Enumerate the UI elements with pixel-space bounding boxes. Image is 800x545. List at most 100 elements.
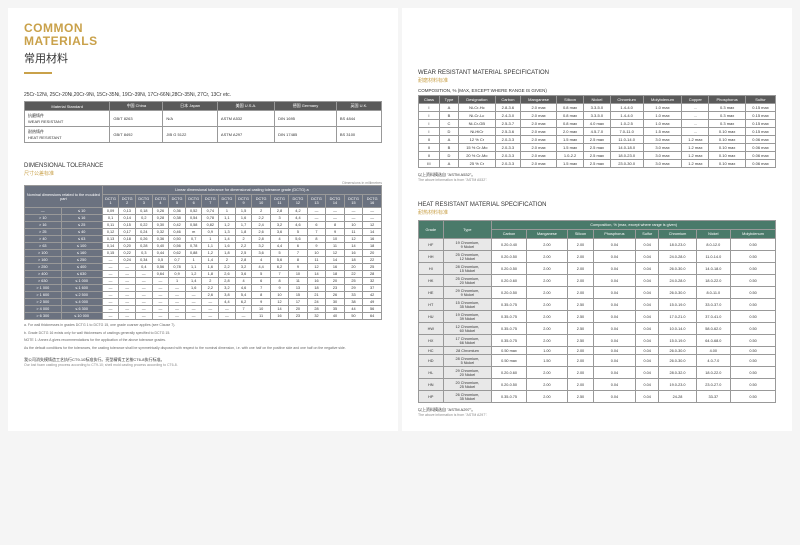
wear-cell: D [439,152,458,160]
dim-value: — [119,278,136,285]
heat-cell: 15.0-19.0 [659,335,696,347]
heat-cell: 17 Chromium, 66 Nickel [443,335,492,347]
dim-range: > 6 300 [25,313,62,320]
dim-value: 4,4 [270,243,288,250]
heat-cell: 0.50 [731,323,776,335]
wear-cell: I [419,120,440,128]
heat-cell: 28 Chromium, 5 Nickel [443,355,492,367]
dim-value: 8 [252,292,271,299]
dim-value: 2,8 [270,208,288,215]
dim-value: 0,18 [119,236,136,243]
dim-value: 0,88 [185,250,202,257]
heat-cell: 2.50 [568,323,594,335]
mat-cell: ASTM A532 [217,111,274,127]
heat-cell: 2.00 [526,287,567,299]
dim-range: ≤ 40 [61,229,102,236]
dim-value: 0,15 [102,250,119,257]
heat-cell: 0.20-0.50 [492,287,527,299]
heat-note-en: The above information is from "ASTM A297… [418,413,776,417]
dim-value: 42 [363,292,382,299]
dim-value: 16 [326,264,345,271]
dim-value: 0,12 [102,229,119,236]
dim-value: 14 [326,257,345,264]
heat-cell: 0.04 [635,263,658,275]
dim-value: 0,54 [185,215,202,222]
dim-value: — [135,306,152,313]
dim-value: 20 [326,278,345,285]
heat-cell: 0.04 [593,323,635,335]
dim-value: 32 [363,278,382,285]
heat-cell: 0.50 [731,379,776,391]
dim-col: DCTG 9 [235,195,252,208]
dim-col: DCTG 14 [326,195,345,208]
dim-value: 0,14 [119,215,136,222]
wear-cell: 15 % Cr-Mo [459,144,496,152]
note-a: a. For wall thicknesses in grades DCTG 1… [24,323,382,328]
dim-col: DCTG 11 [270,195,288,208]
dim-value: 2,8 [235,257,252,264]
dim-range: ≤ 400 [61,264,102,271]
dim-value: — [102,313,119,320]
heat-cell: 2.00 [526,299,567,311]
wear-cell: 3.0 max [643,160,682,168]
heat-cell: 26 Chromium, 35 Nickel [443,391,492,403]
heat-cell: 0.50 [731,251,776,263]
wear-cell: ... [682,128,709,136]
wear-header: Type [439,96,458,104]
wear-header: Copper [682,96,709,104]
wear-cell: 0.3 max [709,120,746,128]
heat-cell: HW [419,323,444,335]
heat-cell: 0.50 [731,311,776,323]
heat-cell: 28 Chromium, 15 Nickel [443,263,492,275]
dim-col: DCTG 6 [185,195,202,208]
dim-range: > 400 [25,271,62,278]
dim-value: 16 [344,250,363,257]
dim-value: 2,8 [252,236,271,243]
wear-cell: 0.15 max [746,104,776,112]
dim-value: 0,42 [169,222,186,229]
dim-value: 0,1 [102,215,119,222]
wear-cell: 0.10 max [709,136,746,144]
dim-value: 0,17 [119,229,136,236]
left-page: COMMON MATERIALS 常用材料 25Cr-12Ni, 25Cr-20… [8,8,398,431]
dim-value: 0,78 [185,243,202,250]
dim-value: — [135,278,152,285]
dim-value: 2,2 [235,243,252,250]
dim-value: — [135,299,152,306]
heat-cell: 23.0-27.0 [696,379,731,391]
mat-cell: JIB G 5122 [163,127,218,143]
wear-cell: ... [682,120,709,128]
dim-value: 0,58 [185,222,202,229]
wear-header: Manganese [521,96,557,104]
heat-cell: 0.35-0.75 [492,323,527,335]
dim-value: — [152,278,169,285]
wear-cell: 2.5-3.6 [495,128,520,136]
dim-value: 3,2 [219,285,236,292]
wear-cell: 12 % Cr [459,136,496,144]
dim-col: DCTG 7 [202,195,219,208]
wear-cell: 2.0 max [521,120,557,128]
dim-value: 7 [307,229,326,236]
heat-cell: 0.04 [635,347,658,355]
heat-cell: 0.50 max [492,355,527,367]
heat-cell: 2.00 [568,367,594,379]
heat-cell: 19.0-23.0 [659,379,696,391]
heat-title-cn: 耐热材料标准 [418,209,776,216]
dim-value: 0,5 [152,257,169,264]
dim-value: 1,8 [202,271,219,278]
dim-value: — [307,215,326,222]
dim-value: 3,8 [219,292,236,299]
wear-cell: 11.0-14.0 [610,136,643,144]
wear-title-cn: 耐磨材料标准 [418,77,776,84]
heat-cell: 28.0-32.0 [659,367,696,379]
dim-value: 25 [363,264,382,271]
wear-cell: 3.3-5.0 [583,104,610,112]
wear-cell: 2.0 max [521,144,557,152]
wear-cell: 7.0-11.0 [610,128,643,136]
dim-value: 16 [270,313,288,320]
dim-value: 2,2 [252,215,271,222]
wear-cell: 1.0 max [643,120,682,128]
dim-value: 33 [344,292,363,299]
dim-value: — [119,264,136,271]
dim-value: — [235,313,252,320]
